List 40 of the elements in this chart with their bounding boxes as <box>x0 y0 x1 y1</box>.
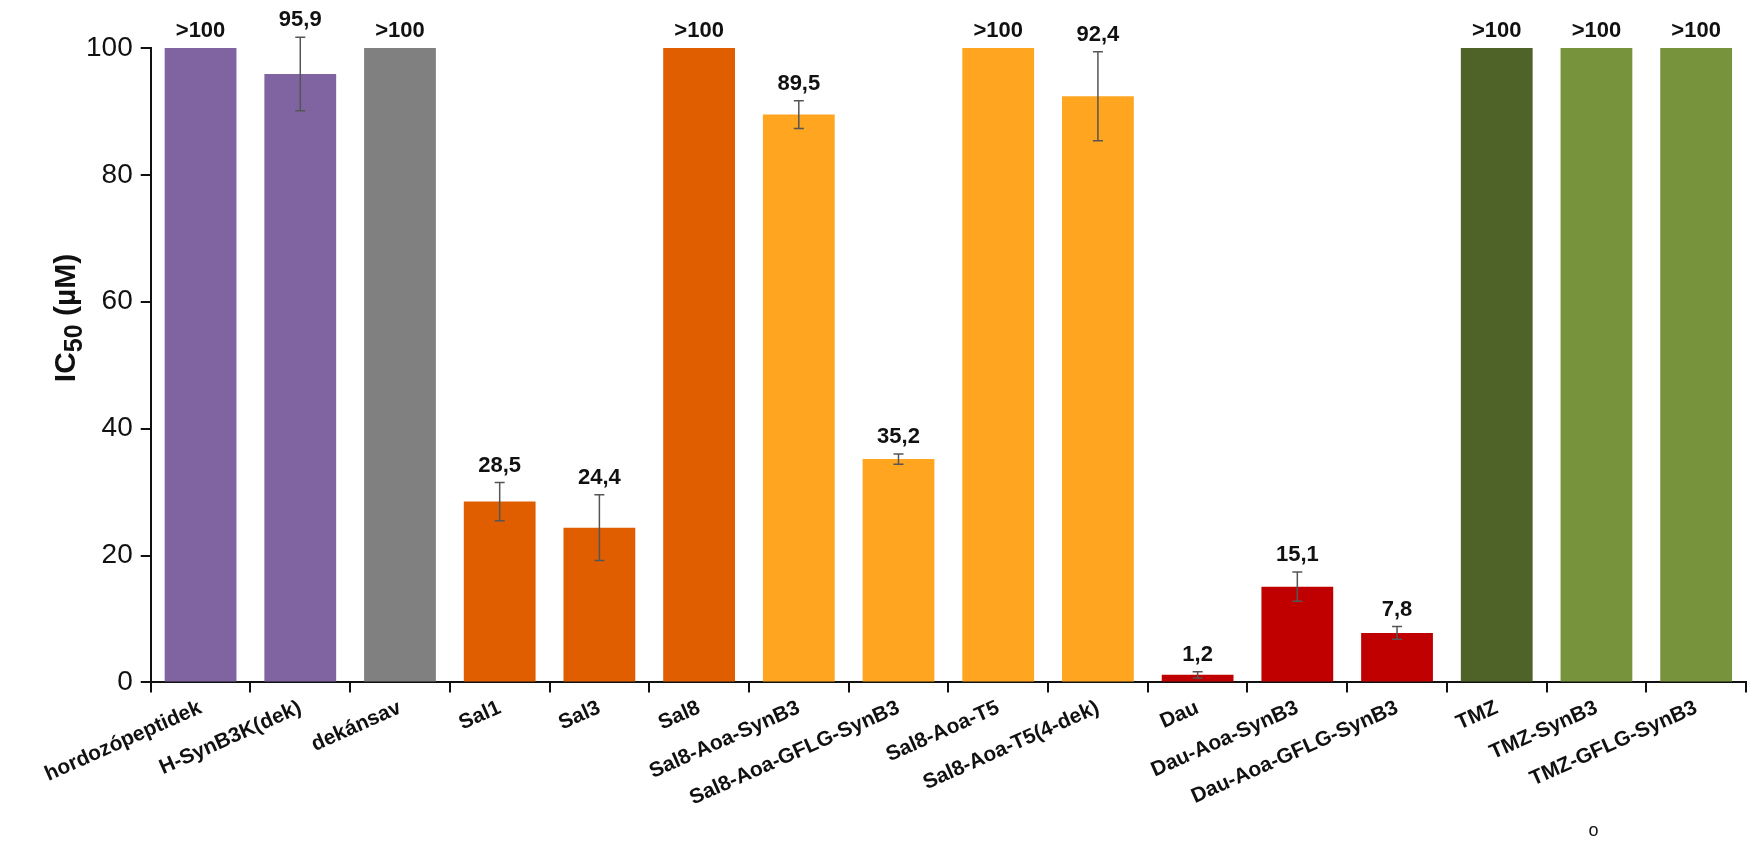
bar <box>663 48 735 682</box>
y-tick-label: 0 <box>117 665 133 697</box>
bar <box>264 74 337 682</box>
x-tick-label: Sal1 <box>454 694 504 734</box>
bar <box>1261 586 1334 682</box>
bar <box>762 114 835 682</box>
data-label: >100 <box>175 17 226 43</box>
bar <box>1361 632 1433 682</box>
data-label: 28,5 <box>478 451 522 477</box>
data-label: 24,4 <box>577 463 622 489</box>
data-label: 92,4 <box>1076 20 1121 46</box>
data-label: 15,1 <box>1275 541 1319 567</box>
y-tick-label: 20 <box>101 538 133 570</box>
y-tick-label: 40 <box>101 411 133 443</box>
data-label: 1,2 <box>1182 640 1213 666</box>
bar <box>463 501 536 682</box>
y-tick-label: 100 <box>86 30 133 62</box>
bar <box>364 48 436 682</box>
y-tick-label: 80 <box>101 157 133 189</box>
data-label: 7,8 <box>1381 595 1413 621</box>
data-label: >100 <box>375 17 425 43</box>
bar <box>563 527 636 682</box>
data-label: >100 <box>674 17 724 43</box>
data-label: >100 <box>973 17 1023 43</box>
y-tick-label: 60 <box>101 284 133 316</box>
bar <box>1660 48 1733 682</box>
bar <box>1560 48 1633 682</box>
bar <box>164 48 237 682</box>
data-label: 35,2 <box>877 423 920 449</box>
data-label: 95,9 <box>278 6 322 32</box>
bar <box>1062 96 1134 682</box>
bar <box>962 48 1035 682</box>
data-label: >100 <box>1471 17 1522 43</box>
data-label: >100 <box>1571 17 1622 43</box>
bar <box>862 459 935 682</box>
data-label: >100 <box>1671 17 1721 43</box>
bar <box>1460 48 1533 682</box>
text: o <box>1588 819 1599 840</box>
data-label: 89,5 <box>777 69 821 95</box>
x-tick-label: Sal3 <box>554 694 604 734</box>
